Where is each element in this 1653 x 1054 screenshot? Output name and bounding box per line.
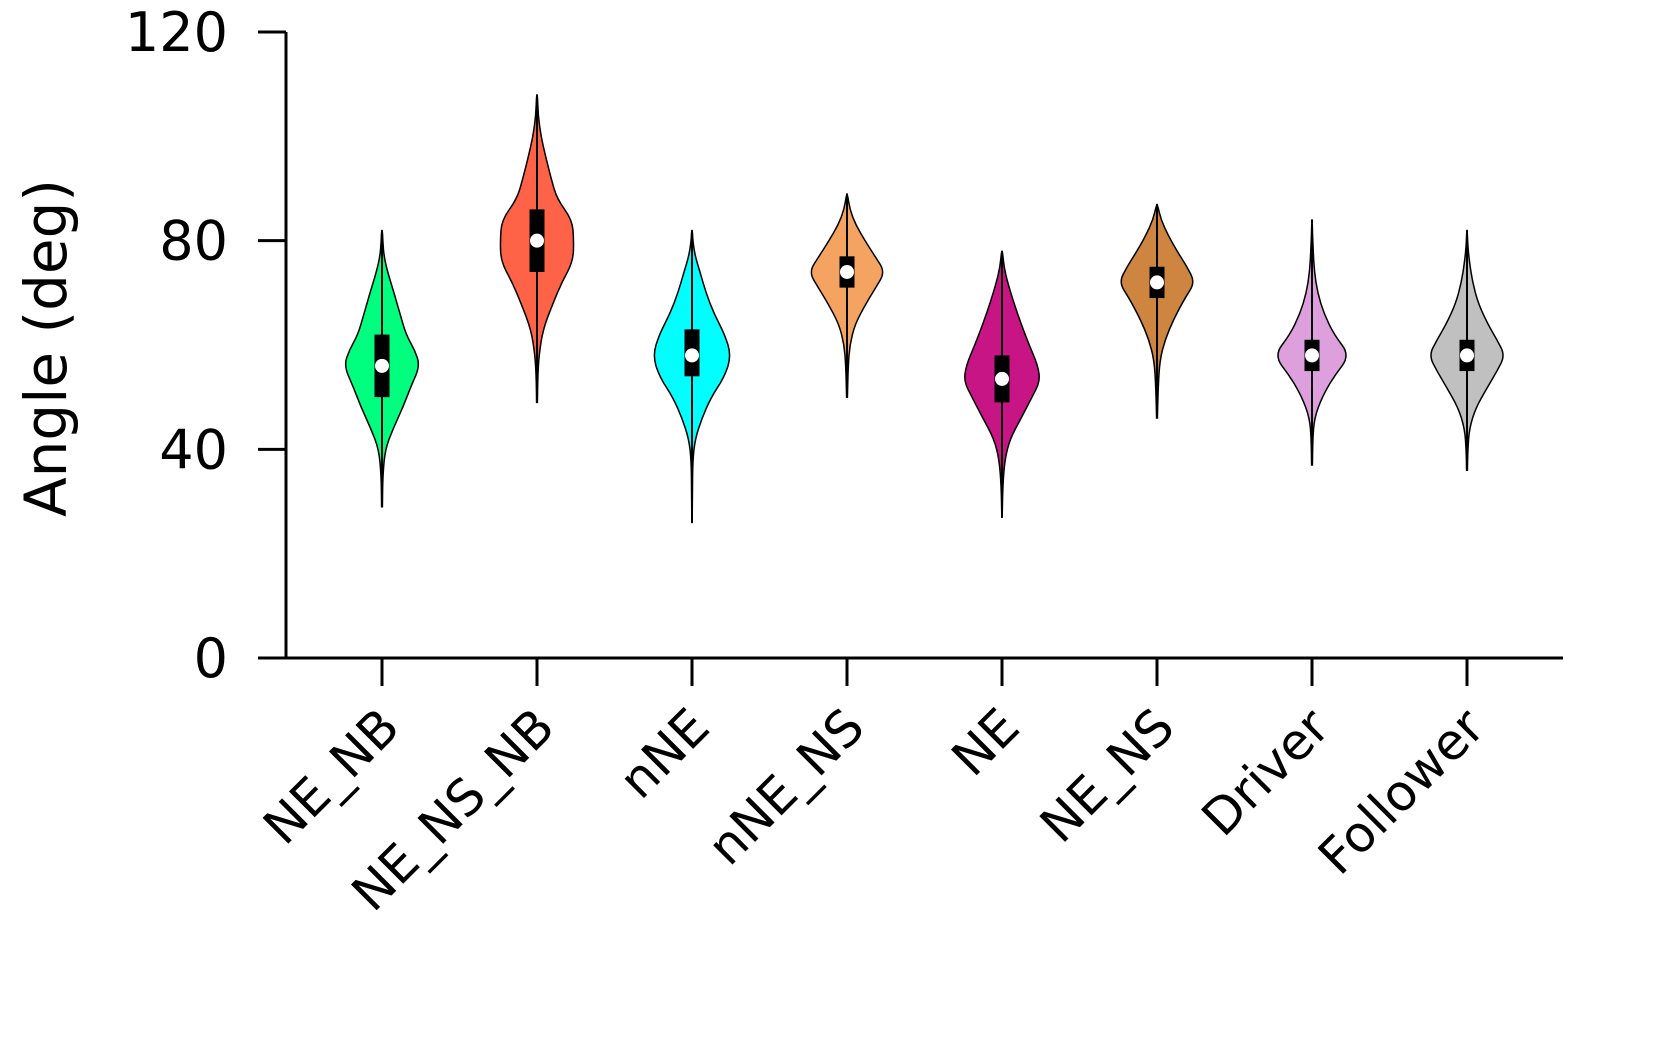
x-tick-label: Driver	[1191, 697, 1341, 847]
x-tick-label: Follower	[1307, 697, 1496, 886]
y-tick-label: 80	[159, 210, 228, 273]
x-tick-label: NE_NS	[1029, 697, 1185, 853]
y-axis-label: Angle (deg)	[12, 179, 80, 517]
median-marker	[685, 348, 699, 363]
y-tick-label: 120	[125, 1, 228, 64]
y-tick-label: 40	[159, 418, 228, 481]
y-tick-label: 0	[194, 627, 228, 690]
x-tick-label: NE	[941, 697, 1031, 787]
median-marker	[840, 264, 854, 279]
x-tick-label: nNE_NS	[697, 697, 876, 876]
median-marker	[995, 371, 1009, 386]
violins-layer	[344, 93, 1504, 524]
x-tick-label: nNE	[608, 697, 720, 809]
median-marker	[1150, 275, 1164, 290]
median-marker	[530, 233, 544, 248]
median-marker	[375, 358, 389, 373]
y-ticks: 0 40 80 120	[125, 1, 286, 690]
axes-layer	[258, 32, 1563, 660]
x-tick-label: NE_NB	[252, 697, 410, 855]
median-marker	[1460, 348, 1474, 363]
median-marker	[1305, 348, 1319, 363]
